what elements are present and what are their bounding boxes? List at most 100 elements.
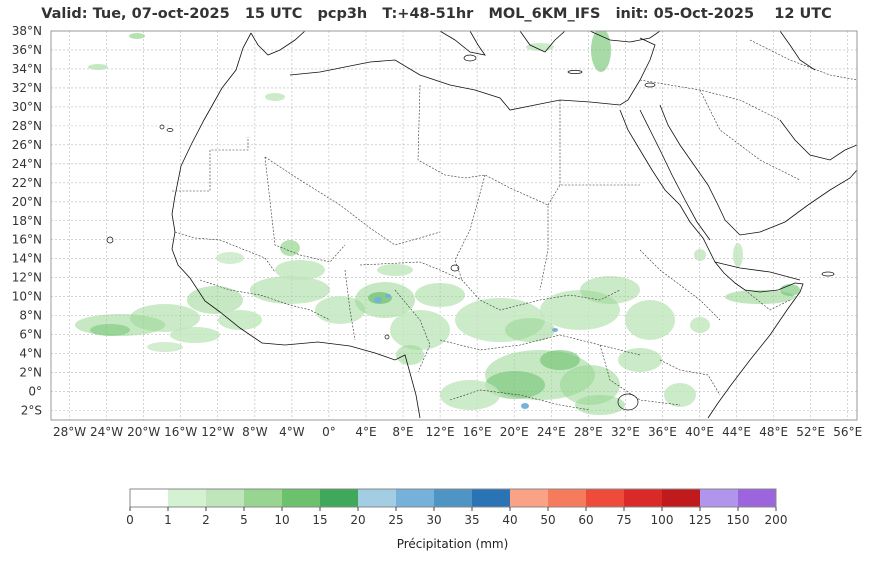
latitude-labels: 38°N 36°N 34°N 32°N 30°N 28°N 26°N 24°N 22°N 20°N…: [12, 24, 42, 418]
sicily: [463, 54, 477, 62]
lon-tick-label: 36°E: [648, 425, 677, 439]
colorbar-tick-label: 125: [689, 513, 712, 527]
precip-patch: [780, 284, 800, 296]
colorbar-tick-label: 200: [765, 513, 788, 527]
border: [344, 269, 356, 341]
border: [417, 84, 549, 291]
crete: [567, 70, 583, 74]
border: [547, 184, 640, 206]
colorbar: 0 1 2 5 10 15 20 25 30 35 40 50 60 75 100 125 150 200: [126, 488, 788, 527]
colorbar-tick-label: 60: [578, 513, 593, 527]
colorbar-swatch: [130, 489, 169, 507]
lon-tick-label: 52°E: [796, 425, 825, 439]
lon-tick-label: 20°W: [127, 425, 160, 439]
colorbar-swatch: [624, 489, 663, 507]
border: [172, 137, 249, 192]
lat-tick-label: 34°N: [12, 62, 42, 76]
lon-tick-label: 8°W: [242, 425, 268, 439]
persian-gulf-coastline: [779, 119, 857, 161]
precip-patch: [187, 286, 243, 314]
colorbar-tick-label: 30: [426, 513, 441, 527]
madeira: [159, 124, 165, 130]
colorbar-tick-label: 50: [540, 513, 555, 527]
precip-patch: [390, 310, 450, 350]
lake-chad: [450, 264, 460, 272]
precip-patch: [725, 290, 795, 304]
colorbar-swatch: [244, 489, 283, 507]
lon-tick-label: 12°E: [426, 425, 455, 439]
map-frame: [50, 30, 858, 421]
lat-tick-label: 12°N: [12, 271, 42, 285]
lon-tick-label: 8°E: [392, 425, 413, 439]
colorbar-swatch: [662, 489, 701, 507]
colorbar-swatch: [700, 489, 739, 507]
arabia-coastline: [724, 169, 857, 236]
lat-tick-label: 2°S: [21, 404, 42, 418]
precip-patch: [591, 31, 611, 72]
cyprus: [644, 82, 656, 88]
precip-patch: [374, 297, 382, 303]
lat-tick-label: 4°N: [19, 347, 42, 361]
lat-tick-label: 16°N: [12, 233, 42, 247]
precip-patch: [575, 395, 625, 415]
colorbar-tick-label: 150: [727, 513, 750, 527]
precip-patch: [170, 327, 220, 343]
colorbar-tick-label: 20: [350, 513, 365, 527]
colorbar-tick-label: 5: [240, 513, 248, 527]
border: [699, 89, 801, 181]
lon-tick-label: 20°E: [500, 425, 529, 439]
lat-tick-label: 30°N: [12, 100, 42, 114]
colorbar-tick-label: 2: [202, 513, 210, 527]
lon-tick-label: 44°E: [722, 425, 751, 439]
lat-tick-label: 20°N: [12, 195, 42, 209]
precip-patch: [147, 342, 183, 352]
colorbar-swatch: [282, 489, 321, 507]
colorbar-swatch: [434, 489, 473, 507]
border: [639, 249, 721, 321]
precip-patch: [385, 294, 391, 298]
border: [359, 261, 621, 311]
colorbar-swatch: [206, 489, 245, 507]
bioko-island: [384, 334, 390, 340]
precip-patch: [315, 296, 365, 324]
border: [449, 389, 591, 411]
colorbar-swatch: [358, 489, 397, 507]
africa-coastline: [171, 32, 421, 419]
precip-patch: [396, 345, 424, 365]
lat-tick-label: 28°N: [12, 119, 42, 133]
precip-patch: [275, 260, 325, 280]
colorbar-tick-label: 10: [274, 513, 289, 527]
precip-patch: [218, 310, 262, 330]
lat-tick-label: 6°N: [19, 328, 42, 342]
precip-patch: [90, 324, 130, 336]
lon-tick-label: 48°E: [759, 425, 788, 439]
precip-patch: [540, 350, 580, 370]
lon-tick-label: 28°E: [574, 425, 603, 439]
colorbar-swatch: [168, 489, 207, 507]
precip-patch: [265, 93, 285, 101]
canary-islands: [166, 128, 174, 132]
colorbar-tick-label: 35: [464, 513, 479, 527]
precip-patch: [88, 64, 108, 70]
lat-tick-label: 36°N: [12, 43, 42, 57]
lat-tick-label: 38°N: [12, 24, 42, 38]
precip-patch: [415, 283, 465, 307]
precip-patch: [580, 276, 640, 304]
lake-victoria: [617, 393, 639, 411]
colorbar-tick-label: 100: [651, 513, 674, 527]
lat-tick-label: 8°N: [19, 309, 42, 323]
lon-tick-label: 16°E: [463, 425, 492, 439]
colorbar-tick-label: 0: [126, 513, 134, 527]
colorbar-frame: [129, 488, 777, 508]
border: [744, 289, 791, 311]
precip-patch: [377, 264, 413, 276]
map-title: Valid: Tue, 07-oct-2025 15 UTC pcp3h T:+…: [41, 6, 832, 22]
lon-tick-label: 56°E: [833, 425, 862, 439]
longitude-labels: 28°W 24°W 20°W 16°W 12°W 8°W 4°W 0° 4°E 8°E 12°E 16…: [53, 425, 862, 439]
lakes: [106, 54, 835, 411]
colorbar-tick-label: 40: [502, 513, 517, 527]
lat-tick-label: 2°N: [19, 366, 42, 380]
country-borders: [172, 39, 857, 411]
precip-patch: [250, 276, 330, 304]
